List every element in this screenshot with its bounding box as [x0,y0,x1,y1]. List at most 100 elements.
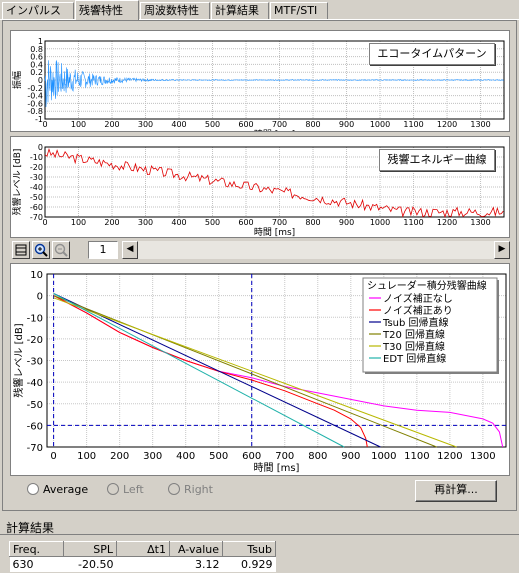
cell-tsub: 0.929 [222,556,276,572]
y-axis-label: 残響レベル [dB] [11,149,23,216]
plot-frame [46,273,507,448]
tab-results[interactable]: 計算結果 [211,2,269,19]
y-tick-label: -40 [30,183,43,192]
tab-impulse-response[interactable]: インパルス応答 [2,2,74,33]
y-tick-label: 0 [37,292,43,303]
y-tick-label: 0.2 [30,68,43,77]
y-tick-label: -70 [27,443,43,454]
plot-toolbar: 1 ◀ ▶ [10,240,510,260]
left-radio-dot [107,483,119,495]
series-line-3 [53,295,437,448]
x-tick-label: 100 [71,120,86,129]
zoom-out-button[interactable] [52,241,70,259]
x-tick-label: 900 [339,218,354,227]
y-tick-label: -50 [27,400,43,411]
tab-frequency[interactable]: 周波数特性 [140,2,210,19]
x-axis-label: 時間 [ms] [254,227,295,237]
page-field[interactable]: 1 [88,241,118,259]
y-tick-label: -30 [27,357,43,368]
left-radio[interactable]: Left [107,483,144,496]
schroeder-curve-chart: 0 100 200 300 400 500 600 700 800 900 1000 1100 1200… [10,263,510,476]
zoom-in-button[interactable] [32,241,50,259]
energy-curve [44,147,504,218]
x-tick-label: 100 [77,451,96,462]
x-tick-label: 800 [305,120,320,129]
x-tick-label: 900 [341,451,360,462]
average-radio[interactable]: Average [27,483,88,496]
average-label: Average [43,483,89,496]
x-tick-label: 1000 [371,451,396,462]
x-tick-label: 500 [205,218,220,227]
average-radio-dot [27,483,39,495]
x-axis-label: 時間 [ms] [254,129,295,131]
header-dt1: Δt1 [116,541,170,557]
y-tick-label: 0 [38,143,43,152]
x-tick-label: 600 [242,451,261,462]
impulse-waveform [44,59,504,108]
x-tick-label: 700 [272,120,287,129]
results-title: 計算結果 [6,521,55,535]
y-tick-label: -0.6 [27,99,43,108]
x-tick-label: 800 [305,218,320,227]
x-tick-label: 400 [171,218,186,227]
y-tick-label: -60 [27,421,43,432]
x-tick-label: 1100 [403,120,423,129]
recalculate-button[interactable]: 再計算... [415,480,497,502]
x-tick-label: 1200 [437,451,462,462]
zoom-in-icon [34,243,48,257]
scroll-right-icon[interactable]: ▶ [494,241,510,259]
x-tick-label: 0 [42,218,47,227]
scroll-left-icon[interactable]: ◀ [122,241,138,259]
x-tick-label: 1300 [470,218,490,227]
zoom-out-icon [54,243,68,257]
chart-svg: 0 100 200 300 400 500 600 700 800 900 1000 1100 1200… [12,270,507,474]
y-tick-label: -50 [30,193,43,202]
legend-entry: T20 回帰直線 [382,328,445,341]
cell-freq: 630 [9,556,64,572]
legend-title: シュレーダー積分残響曲線 [367,279,487,292]
x-tick-label: 1200 [437,120,457,129]
y-tick-label: 0.6 [30,53,43,62]
echo-time-pattern-plot: 0 100 200 300 400 500 600 700 800 900 1000 1100 1200… [10,30,510,132]
table-row[interactable]: 630 -20.50 3.12 0.929 [9,556,276,572]
tab-bar: インパルス応答 残響特性 周波数特性 計算結果 MTF/STI [0,0,519,33]
results-table: Freq. SPL Δt1 A-value Tsub 630 -20.50 3.… [9,541,276,572]
cell-spl: -20.50 [63,556,117,572]
x-tick-label: 400 [171,120,186,129]
fit-view-button[interactable] [12,241,30,259]
x-tick-label: 1000 [370,218,390,227]
header-spl: SPL [63,541,117,557]
x-tick-label: 900 [339,120,354,129]
y-tick-label: -10 [30,153,43,162]
legend-entry: ノイズ補正あり [383,304,453,317]
legend-box [362,277,498,373]
x-tick-label: 700 [272,218,287,227]
x-tick-label: 300 [138,120,153,129]
y-tick-label: -20 [27,335,43,346]
x-tick-label: 1200 [437,218,457,227]
x-tick-label: 500 [209,451,228,462]
series-line-1 [53,295,368,448]
y-tick-label: 0 [38,76,43,85]
legend-entry: ノイズ補正なし [383,292,453,305]
series-line-5 [53,293,345,448]
tab-mtf-sti[interactable]: MTF/STI [270,2,328,19]
legend-entry: EDT 回帰直線 [383,352,446,365]
x-tick-label: 600 [238,120,253,129]
fit-view-icon [15,244,27,256]
left-label: Left [123,483,144,496]
right-radio[interactable]: Right [168,483,213,496]
cell-a-value: 3.12 [169,556,223,572]
tab-reverberation[interactable]: 残響特性 [75,0,139,20]
horizontal-scrollbar[interactable]: ◀ ▶ [122,241,510,259]
cell-dt1 [116,556,170,572]
y-tick-label: -70 [30,213,43,222]
right-label: Right [184,483,213,496]
x-tick-label: 1100 [404,451,429,462]
x-tick-label: 500 [205,120,220,129]
x-tick-label: 1100 [403,218,423,227]
legend-entry: Tsub 回帰直線 [382,316,449,329]
y-tick-label: -30 [30,173,43,182]
x-tick-label: 1300 [470,451,495,462]
plot-frame [44,146,505,218]
